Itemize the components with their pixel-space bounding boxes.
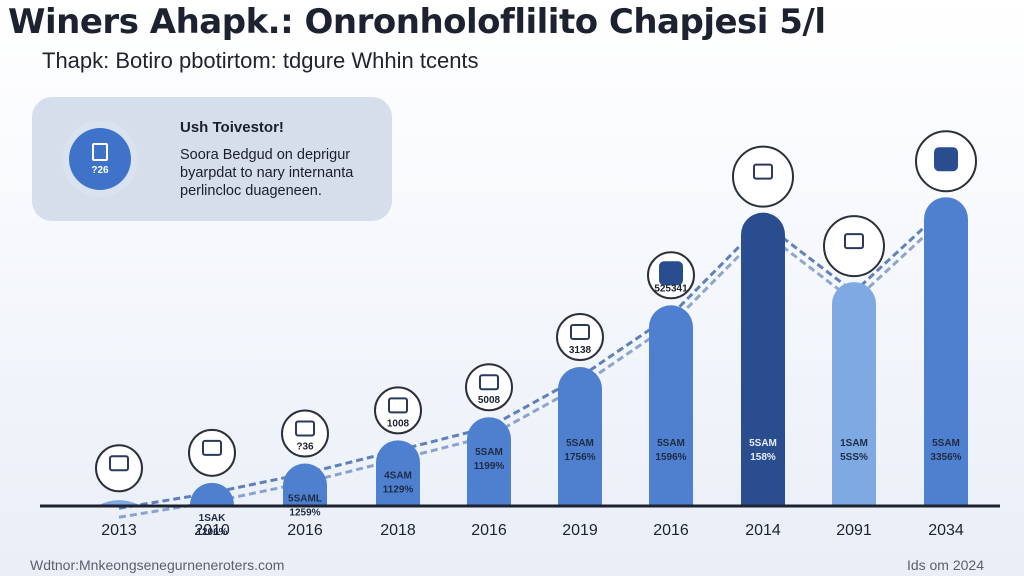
lock-badge-icon: ?26 <box>62 121 138 197</box>
building-icon <box>556 313 604 362</box>
bank-icon <box>732 145 794 208</box>
bar <box>832 282 876 506</box>
bar <box>376 440 420 506</box>
page-title: Winers Ahapk.: Onronholoflilito Chapjesi… <box>8 2 826 42</box>
bar-value-label: 5SAM <box>566 438 594 449</box>
bar-value-label: 1SAM <box>840 438 868 449</box>
office-icon-glyph <box>844 233 864 250</box>
hands-icon <box>188 428 236 477</box>
source-credit: Wdtnor:Mnkeongsenegurneneroters.com <box>30 557 285 573</box>
document-icon-glyph <box>388 397 408 414</box>
x-tick-label: 2016 <box>287 522 323 539</box>
bar-value-label: 5SAML <box>288 494 322 505</box>
bar-value-label: 5SAM <box>749 438 777 449</box>
marker-label: ?36 <box>296 442 314 453</box>
bar <box>649 305 693 506</box>
coin-icon <box>465 363 513 412</box>
callout-line-2: byarpdat to nary internanta <box>180 165 354 181</box>
marker-label: 525341 <box>654 283 688 294</box>
bar-value-label: 1206% <box>196 527 227 538</box>
bar-value-label: 1259% <box>289 508 320 519</box>
bar-value-label: 4SAM <box>384 470 412 481</box>
x-tick-label: 2014 <box>745 522 781 539</box>
tablet-icon <box>281 409 329 458</box>
x-tick-label: 2016 <box>653 522 689 539</box>
gear-icon-glyph <box>109 455 129 472</box>
bank-icon-glyph <box>753 163 773 180</box>
callout-line-3: perlincloc duageneen. <box>180 183 322 199</box>
bar-value-label: 3356% <box>930 452 961 463</box>
bar-value-label: 1596% <box>655 452 686 463</box>
marker-label: 1008 <box>387 418 410 429</box>
trend-line <box>118 206 948 510</box>
x-tick-label: 2091 <box>836 522 872 539</box>
bar <box>741 212 785 506</box>
bar <box>190 482 234 506</box>
tablet-icon-glyph <box>295 420 315 437</box>
page-subtitle: Thapk: Botiro pbotirtom: tdgure Whhin tc… <box>42 48 479 73</box>
shield-icon-glyph <box>659 261 683 286</box>
callout-line-1: Soora Bedgud on deprigur <box>180 147 351 163</box>
bar <box>558 367 602 506</box>
bar-value-label: 5SAM <box>475 447 503 458</box>
bar-value-label: 5SAM <box>657 438 685 449</box>
hands-icon-glyph <box>202 439 222 456</box>
lock-badge-label: ?26 <box>91 164 109 176</box>
bar-value-label: 158% <box>750 452 776 463</box>
x-tick-label: 2034 <box>928 522 964 539</box>
date-note: Ids om 2024 <box>906 557 984 573</box>
x-tick-label: 2019 <box>562 522 598 539</box>
bar-value-label: 1129% <box>383 484 414 495</box>
bar-value-label: 1199% <box>474 461 505 472</box>
bar-value-label: 1756% <box>564 452 595 463</box>
x-tick-label: 2010 <box>194 522 230 539</box>
document-icon <box>374 386 422 435</box>
trend-line-secondary <box>118 215 948 519</box>
shield-icon-glyph <box>934 147 958 172</box>
bar-value-label: 1SAK <box>199 513 226 524</box>
bar-value-label: 5SS% <box>840 452 868 463</box>
x-tick-label: 2013 <box>101 522 137 539</box>
lock-icon <box>92 142 108 161</box>
x-tick-label: 2018 <box>380 522 416 539</box>
x-tick-label: 2016 <box>471 522 507 539</box>
investor-callout: ?26 Ush Toivestor! Soora Bedgud on depri… <box>32 97 392 221</box>
marker-label: 5008 <box>478 395 501 406</box>
bar <box>924 197 968 506</box>
gear-icon <box>95 444 143 493</box>
building-icon-glyph <box>570 324 590 341</box>
callout-heading: Ush Toivestor! <box>180 119 284 136</box>
bar <box>283 463 327 506</box>
bar <box>467 417 511 506</box>
marker-label: 3138 <box>569 345 592 356</box>
coin-icon-glyph <box>479 374 499 391</box>
office-icon <box>823 215 885 278</box>
bar-value-label: 5SAM <box>932 438 960 449</box>
